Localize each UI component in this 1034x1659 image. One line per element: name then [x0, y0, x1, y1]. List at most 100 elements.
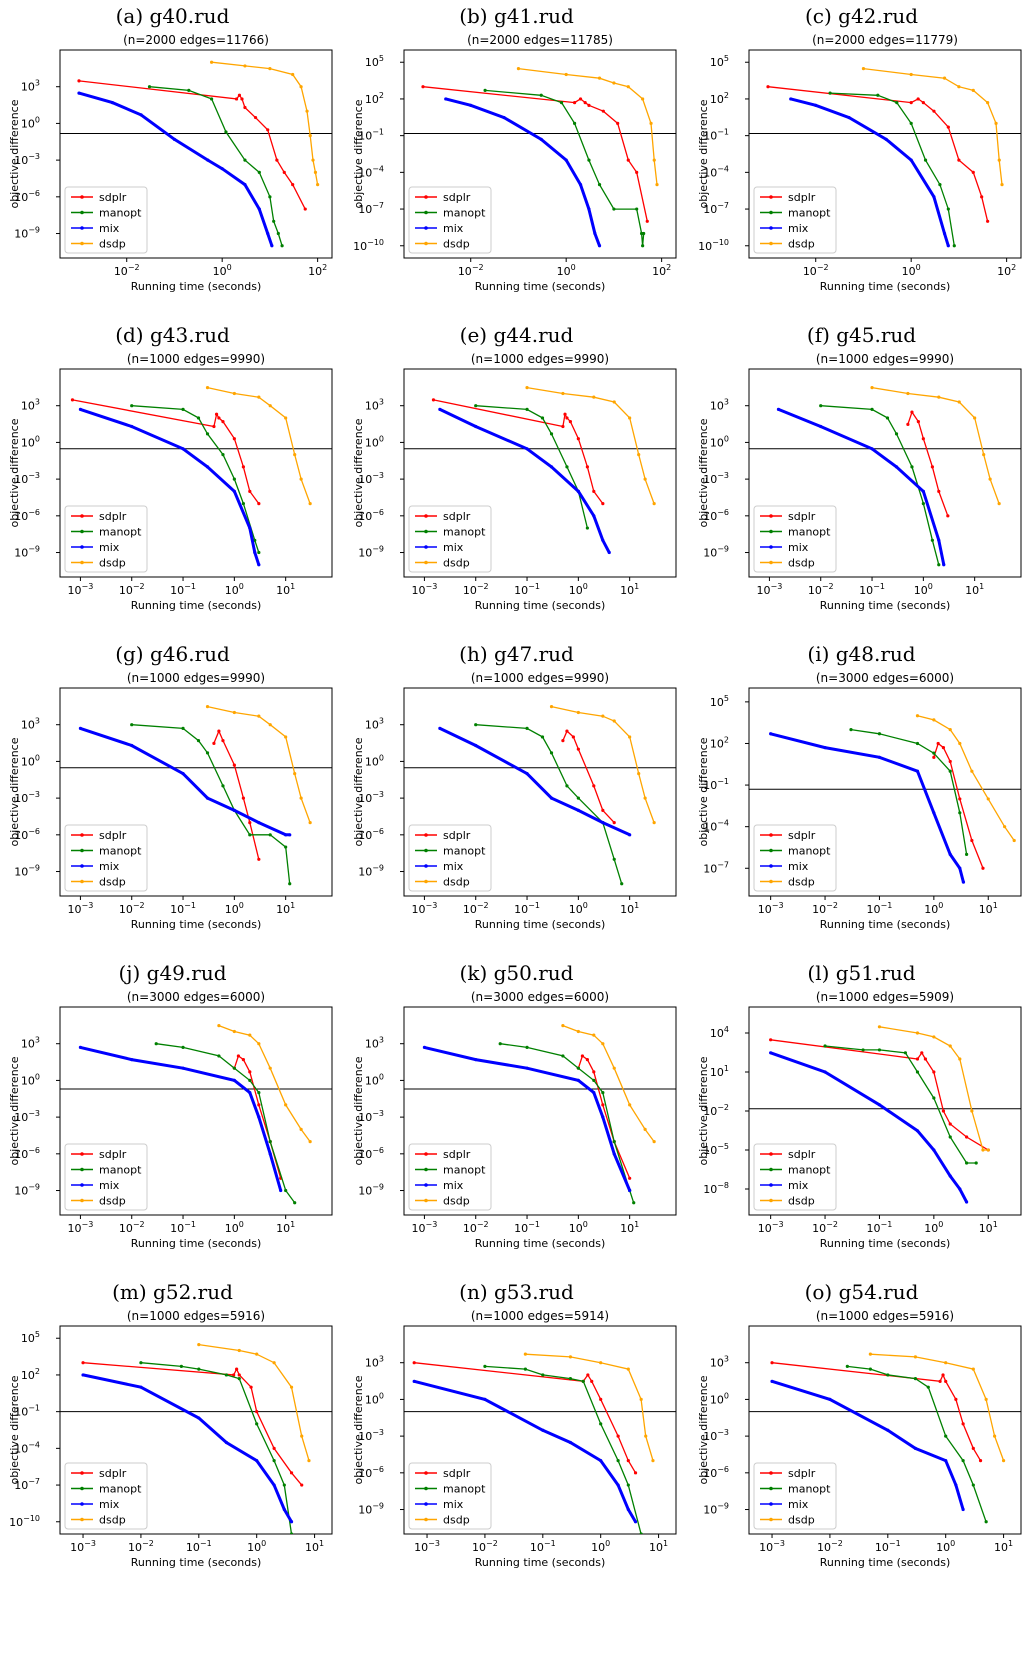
legend-marker-sdplr — [769, 833, 773, 837]
data-point-mix — [921, 489, 925, 493]
data-point-mix — [819, 424, 823, 429]
data-point-mix — [814, 103, 818, 107]
data-point-sdplr — [980, 195, 984, 199]
legend-box — [64, 186, 148, 254]
series-line-dsdp — [879, 1026, 989, 1151]
data-point-dsdp — [971, 1367, 975, 1371]
data-point-sdplr — [978, 1458, 983, 1463]
data-point-dsdp — [948, 728, 952, 732]
x-tick-label: 101 — [620, 901, 639, 916]
data-point-dsdp — [564, 72, 568, 77]
data-point-manopt — [915, 741, 920, 746]
chart-panel: (d) g43.rud (n=1000 edges=9990) 10−3 10−2 10… — [0, 319, 345, 655]
data-point-dsdp — [268, 67, 272, 71]
legend-label-dsdp: dsdp — [443, 876, 470, 889]
data-point-mix — [599, 1458, 603, 1463]
data-point-dsdp — [868, 1352, 872, 1356]
data-point-mix — [601, 820, 605, 825]
data-point-sdplr — [592, 784, 596, 788]
data-point-mix — [886, 1428, 890, 1432]
data-point-manopt — [599, 1422, 603, 1426]
legend-marker-manopt — [769, 210, 773, 215]
legend: sdplr manopt mix dsdp — [408, 824, 492, 892]
data-point-mix — [474, 743, 478, 748]
plot-area — [749, 67, 1021, 248]
data-point-mix — [257, 1115, 261, 1119]
legend-marker-dsdp — [80, 1517, 84, 1522]
legend-label-dsdp: dsdp — [788, 876, 815, 889]
data-point-manopt — [248, 833, 252, 837]
data-point-mix — [877, 1103, 882, 1107]
chart-title: (n=1000 edges=5914) — [471, 1309, 609, 1323]
series-line-dsdp — [526, 386, 655, 504]
data-point-dsdp — [568, 1355, 573, 1359]
data-point-manopt — [232, 477, 236, 481]
data-point-dsdp — [655, 182, 659, 187]
legend: sdplr manopt mix dsdp — [64, 1143, 148, 1211]
data-point-dsdp — [641, 97, 645, 101]
data-point-sdplr — [936, 741, 940, 746]
data-point-manopt — [592, 1078, 596, 1083]
plot-frame — [59, 1325, 333, 1535]
data-point-sdplr — [212, 424, 216, 429]
y-tick-label: 10−9 — [358, 1502, 384, 1517]
data-point-manopt — [930, 538, 934, 542]
data-point-dsdp — [915, 714, 920, 718]
legend-marker-manopt — [424, 210, 428, 215]
data-point-manopt — [585, 526, 589, 530]
plot-area — [404, 386, 676, 555]
data-point-manopt — [961, 1458, 965, 1463]
data-point-manopt — [483, 88, 487, 92]
legend-box — [64, 824, 148, 892]
data-point-dsdp — [948, 1044, 952, 1048]
chart-caption: (e) g44.rud — [459, 323, 574, 347]
data-point-sdplr — [915, 1057, 920, 1061]
series-line-mix — [790, 97, 950, 247]
data-point-dsdp — [971, 88, 975, 92]
legend-box — [753, 186, 837, 254]
x-tick-label: 10−2 — [817, 1539, 843, 1554]
y-tick-label: 10−8 — [703, 1181, 729, 1196]
data-point-dsdp — [299, 85, 303, 89]
data-point-manopt — [179, 1364, 183, 1368]
data-point-mix — [592, 514, 596, 518]
legend-label-manopt: manopt — [788, 526, 831, 539]
data-point-mix — [110, 101, 114, 105]
data-point-manopt — [187, 88, 191, 92]
data-point-sdplr — [906, 422, 910, 426]
data-point-dsdp — [628, 1103, 632, 1107]
legend-label-dsdp: dsdp — [788, 238, 815, 251]
y-axis-label: objective difference — [8, 99, 21, 208]
data-point-mix — [597, 244, 602, 248]
data-point-dsdp — [308, 1139, 312, 1144]
legend-marker-mix — [424, 1502, 428, 1506]
chart-title: (n=3000 edges=6000) — [816, 671, 954, 685]
data-point-dsdp — [293, 772, 297, 776]
data-point-sdplr — [923, 1057, 928, 1061]
legend-label-dsdp: dsdp — [443, 1514, 470, 1527]
x-tick-label: 10−3 — [759, 1539, 785, 1554]
x-tick-label: 10−2 — [803, 263, 829, 278]
data-point-dsdp — [205, 386, 210, 390]
data-point-mix — [197, 1416, 201, 1420]
data-point-manopt — [181, 407, 185, 411]
plot-area — [60, 60, 332, 248]
series-line-mix — [78, 91, 274, 247]
data-point-manopt — [197, 1367, 201, 1371]
plot-frame — [403, 49, 677, 259]
chart-title: (n=3000 edges=6000) — [471, 990, 609, 1004]
plot-frame — [748, 1325, 1022, 1535]
data-point-sdplr — [770, 1361, 774, 1365]
data-point-sdplr — [291, 182, 295, 187]
data-point-manopt — [937, 563, 941, 567]
legend-marker-dsdp — [80, 1198, 84, 1203]
data-point-mix — [932, 1148, 936, 1152]
data-point-dsdp — [637, 453, 641, 457]
data-point-dsdp — [973, 416, 977, 420]
data-point-dsdp — [307, 1458, 311, 1463]
data-point-mix — [139, 1385, 143, 1389]
y-tick-label: 103 — [365, 717, 384, 732]
legend-marker-sdplr — [80, 1152, 84, 1156]
chart-svg: (n=2000 edges=11779) 10−2 100 102 105 102 10−1… — [697, 33, 1022, 293]
data-point-sdplr — [585, 1058, 589, 1062]
